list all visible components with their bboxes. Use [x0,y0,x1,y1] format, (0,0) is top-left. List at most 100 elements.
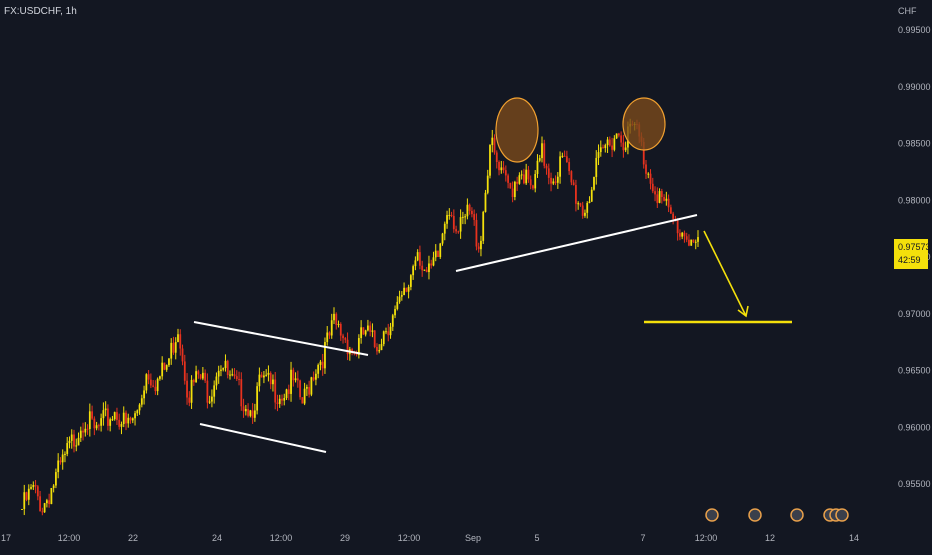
candle-body [86,428,89,430]
candle-body [55,472,57,486]
candle-body [136,410,139,414]
candle-body [77,437,80,446]
candle-body [550,177,552,184]
candle-body [296,378,299,381]
candle-body [195,371,197,383]
candle-body [624,147,627,151]
candle-body [685,236,688,240]
candle-body [152,385,155,387]
candle-body [663,197,665,201]
candle-body [102,410,105,419]
candle-body [27,488,30,500]
candle-body [430,263,433,266]
candle-body [504,170,507,176]
candle-body [41,511,44,513]
candle-body [310,377,313,395]
candle-body [559,156,561,177]
candle-body [647,173,650,175]
candle-body [265,374,268,376]
time-tick-label: 12:00 [58,533,81,543]
candle-body [437,250,439,257]
time-tick-label: 12:00 [695,533,718,543]
candle-body [263,375,265,378]
candle-body [165,365,168,370]
candle-body [226,360,229,375]
candle-body [283,397,286,401]
candle-body [608,139,611,146]
candle-body [240,379,243,407]
time-tick-label: 24 [212,533,222,543]
candle-body [584,212,586,216]
candle-body [145,374,148,391]
candle-body [369,325,372,332]
candle-body [654,191,656,195]
candle-body [258,374,261,387]
candle-body [303,388,306,404]
candle-body [376,347,378,352]
candle-body [118,419,121,427]
candle-body [127,417,130,424]
candle-body [475,219,478,247]
candle-body [532,185,534,189]
candle-body [125,412,127,424]
candle-body [50,488,53,505]
candle-body [575,185,577,204]
candle-body [68,440,71,444]
candle-body [107,408,109,426]
event-marker-icon [748,508,762,522]
candle-body [599,147,602,153]
candle-body [186,380,188,398]
candle-body [419,252,421,266]
candle-body [588,201,591,203]
candle-body [285,389,288,398]
candle-body [446,215,448,224]
time-tick-label: 12:00 [270,533,293,543]
candle-body [233,374,236,377]
candle-body [477,246,480,250]
candle-body [32,484,35,488]
candle-body [602,147,604,149]
candle-body [52,485,55,489]
candle-body [61,454,64,463]
candle-body [143,390,145,399]
candle-body [324,342,326,369]
candle-body [568,162,571,172]
candle-body [486,175,489,193]
candle-body [168,358,170,366]
candle-body [552,181,555,184]
candle-body [330,320,333,336]
candle-body [590,189,593,202]
candle-body [371,330,374,332]
candle-body [337,324,340,326]
candle-body [116,412,118,420]
candle-body [64,453,66,455]
candle-body [272,379,274,385]
candle-body [595,157,598,177]
candle-body [301,397,304,404]
candle-body [676,220,679,234]
candle-body [199,374,202,379]
candle-body [84,428,87,433]
candle-body [161,362,164,377]
candle-body [464,216,467,218]
candle-body [281,398,283,401]
candle-body [88,411,91,429]
candle-body [251,410,254,418]
candle-body [421,265,424,271]
event-marker-icon [790,508,804,522]
candle-body [299,380,301,398]
candle-body [593,176,595,190]
neckline [455,214,698,272]
candle-body [113,412,116,420]
candle-body [95,425,98,429]
candle-body [149,379,152,386]
candle-body [516,181,519,184]
candle-body [48,500,51,505]
candle-body [606,139,609,146]
candle-body [39,496,41,512]
candle-body [534,173,537,189]
candle-body [120,424,123,427]
candle-body [547,168,550,178]
channel-upper-line [193,321,369,356]
